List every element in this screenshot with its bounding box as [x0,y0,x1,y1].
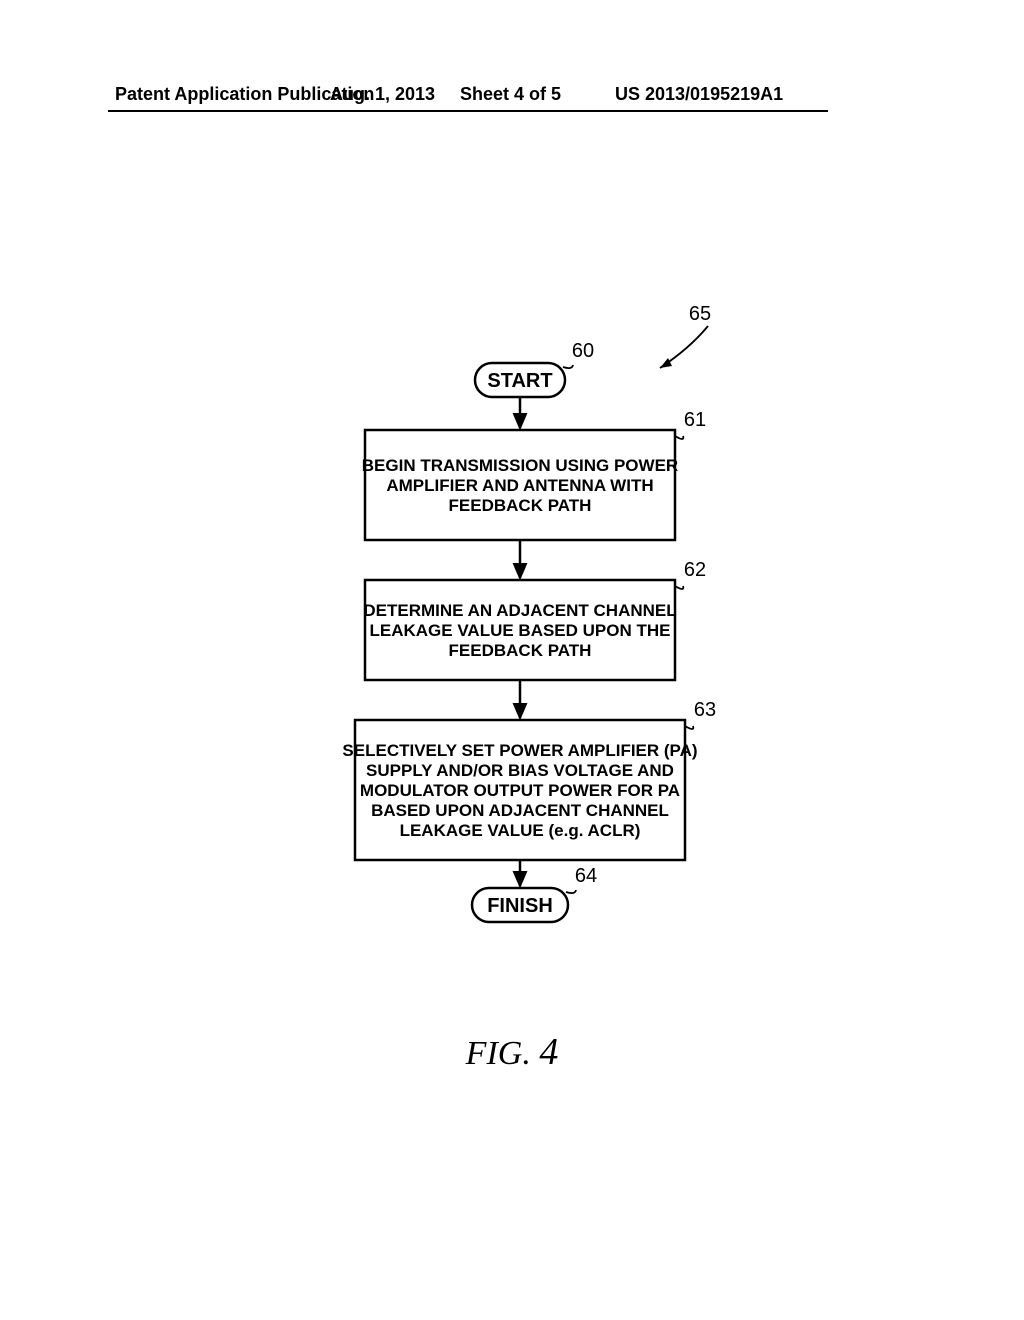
flow-node-p1: BEGIN TRANSMISSION USING POWERAMPLIFIER … [362,409,706,540]
svg-text:AMPLIFIER AND ANTENNA WITH: AMPLIFIER AND ANTENNA WITH [386,476,653,495]
svg-text:FINISH: FINISH [487,895,553,917]
svg-text:FEEDBACK PATH: FEEDBACK PATH [449,641,592,660]
svg-text:61: 61 [684,409,706,431]
svg-text:SELECTIVELY SET POWER AMPLIFIE: SELECTIVELY SET POWER AMPLIFIER (PA) [342,741,697,760]
figure-prefix: FIG. [466,1035,531,1072]
svg-text:65: 65 [689,303,711,325]
flowchart-diagram: START 60 BEGIN TRANSMISSION USING POWERAMP… [270,300,770,1000]
flow-node-p3: SELECTIVELY SET POWER AMPLIFIER (PA)SUPP… [342,699,716,860]
svg-text:60: 60 [572,340,594,362]
flow-node-finish: FINISH 64 [472,865,597,922]
svg-text:62: 62 [684,559,706,581]
figure-caption: FIG. 4 [0,1030,1024,1074]
svg-text:MODULATOR OUTPUT POWER FOR PA: MODULATOR OUTPUT POWER FOR PA [360,781,680,800]
svg-text:LEAKAGE VALUE (e.g. ACLR): LEAKAGE VALUE (e.g. ACLR) [400,821,641,840]
svg-text:SUPPLY AND/OR BIAS VOLTAGE AND: SUPPLY AND/OR BIAS VOLTAGE AND [366,761,674,780]
svg-text:LEAKAGE VALUE BASED UPON THE: LEAKAGE VALUE BASED UPON THE [370,621,671,640]
svg-text:63: 63 [694,699,716,721]
svg-text:DETERMINE AN ADJACENT CHANNEL: DETERMINE AN ADJACENT CHANNEL [363,601,676,620]
flow-node-start: START 60 [475,340,594,397]
page: Patent Application Publication Aug. 1, 2… [0,0,1024,1320]
header-pubno: US 2013/0195219A1 [615,84,783,105]
svg-text:START: START [487,370,552,392]
header-date: Aug. 1, 2013 [330,84,435,105]
svg-text:BEGIN TRANSMISSION USING POWER: BEGIN TRANSMISSION USING POWER [362,456,678,475]
flow-node-p2: DETERMINE AN ADJACENT CHANNELLEAKAGE VAL… [363,559,706,680]
svg-text:FEEDBACK PATH: FEEDBACK PATH [449,496,592,515]
header-sheet: Sheet 4 of 5 [460,84,561,105]
header-rule [108,110,828,112]
figure-number: 4 [539,1031,558,1073]
svg-text:64: 64 [575,865,597,887]
svg-text:BASED UPON ADJACENT CHANNEL: BASED UPON ADJACENT CHANNEL [371,801,669,820]
